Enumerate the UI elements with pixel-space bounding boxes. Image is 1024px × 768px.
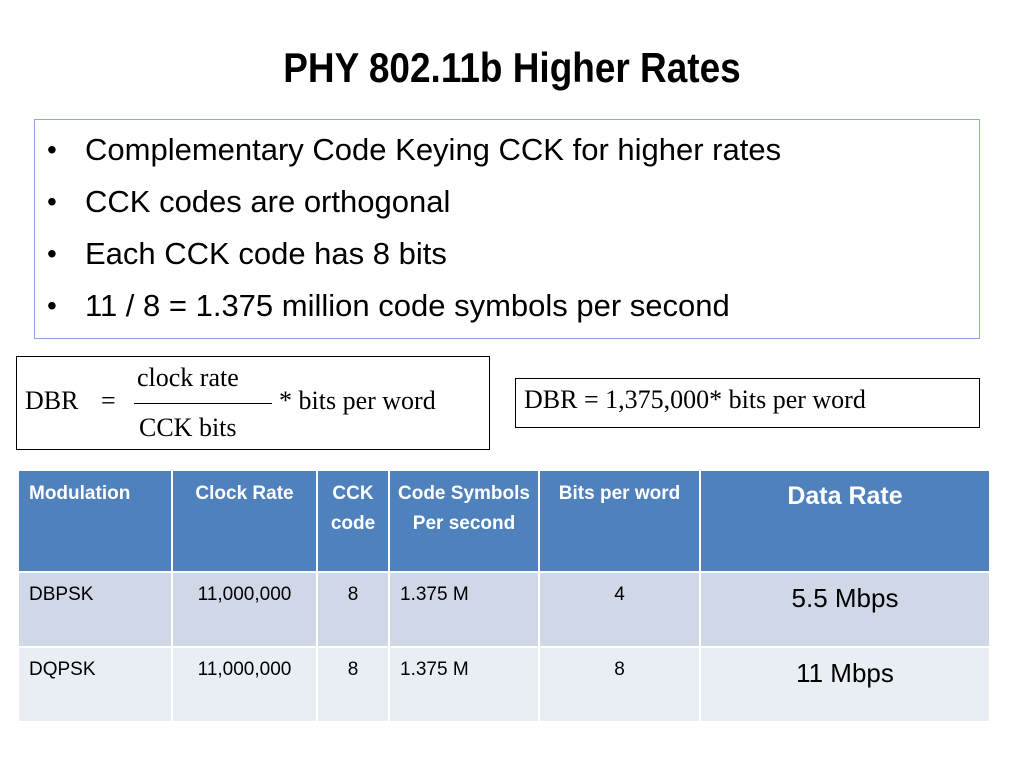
cell-bits-per-word: 4 [538, 571, 701, 648]
bullet-text: Complementary Code Keying CCK for higher… [85, 132, 782, 167]
slide-title: PHY 802.11b Higher Rates [283, 44, 741, 91]
bullet-icon: • [47, 238, 57, 269]
header-cck-code: CCK code [316, 469, 390, 573]
header-modulation: Modulation [17, 469, 173, 573]
cell-modulation: DQPSK [17, 646, 173, 723]
bullet-item: • Complementary Code Keying CCK for high… [43, 124, 781, 176]
cell-cck-code: 8 [316, 571, 390, 648]
bullet-item: • 11 / 8 = 1.375 million code symbols pe… [43, 280, 781, 332]
cell-bits-per-word: 8 [538, 646, 701, 723]
table-row: DQPSK 11,000,000 8 1.375 M 8 11 Mbps [17, 646, 991, 723]
formula-equals: = [101, 386, 116, 415]
bullet-icon: • [47, 134, 57, 165]
formula-rhs: * bits per word [279, 386, 436, 415]
header-clock-rate: Clock Rate [171, 469, 318, 573]
bullet-box: • Complementary Code Keying CCK for high… [34, 119, 980, 339]
fraction-bar [134, 403, 272, 404]
cell-code-symbols: 1.375 M [388, 646, 540, 723]
dbr-formula-specific: DBR = 1,375,000* bits per word [515, 378, 980, 428]
cell-clock-rate: 11,000,000 [171, 646, 318, 723]
formula-denominator: CCK bits [139, 413, 237, 442]
cell-cck-code: 8 [316, 646, 390, 723]
cell-clock-rate: 11,000,000 [171, 571, 318, 648]
bullet-icon: • [47, 290, 57, 321]
data-rate-table: Modulation Clock Rate CCK code Code Symb… [17, 469, 991, 723]
bullet-text: Each CCK code has 8 bits [85, 236, 447, 271]
bullet-list: • Complementary Code Keying CCK for high… [43, 124, 781, 332]
formula-numerator: clock rate [137, 363, 239, 392]
header-bits-per-word: Bits per word [538, 469, 701, 573]
cell-code-symbols: 1.375 M [388, 571, 540, 648]
bullet-item: • CCK codes are orthogonal [43, 176, 781, 228]
bullet-icon: • [47, 186, 57, 217]
formula-text: DBR = 1,375,000* bits per word [524, 385, 866, 414]
bullet-item: • Each CCK code has 8 bits [43, 228, 781, 280]
table-row: DBPSK 11,000,000 8 1.375 M 4 5.5 Mbps [17, 571, 991, 648]
formula-lhs: DBR [25, 386, 79, 415]
cell-modulation: DBPSK [17, 571, 173, 648]
bullet-text: CCK codes are orthogonal [85, 184, 451, 219]
header-data-rate: Data Rate [699, 469, 991, 573]
cell-data-rate: 5.5 Mbps [699, 571, 991, 648]
cell-data-rate: 11 Mbps [699, 646, 991, 723]
bullet-text: 11 / 8 = 1.375 million code symbols per … [85, 288, 730, 323]
dbr-formula-general: DBR = clock rate CCK bits * bits per wor… [16, 356, 490, 450]
header-code-symbols: Code Symbols Per second [388, 469, 540, 573]
table-header-row: Modulation Clock Rate CCK code Code Symb… [17, 469, 991, 573]
